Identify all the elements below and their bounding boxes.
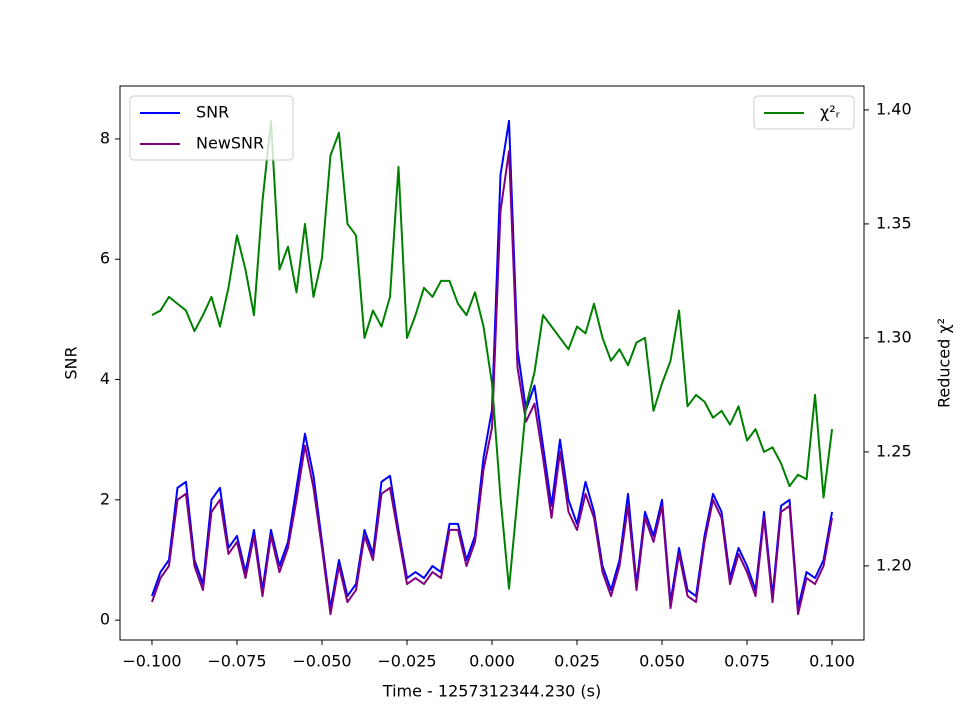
y-tick-label: 6	[100, 249, 110, 268]
plot-frame	[119, 85, 865, 641]
x-tick-label: 0.000	[469, 652, 515, 671]
x-tick-label: −0.025	[377, 652, 436, 671]
x-axis-label: Time - 1257312344.230 (s)	[382, 682, 601, 701]
x-tick-label: −0.050	[292, 652, 351, 671]
x-tick-label: 0.075	[724, 652, 770, 671]
y-tick-label: 2	[100, 489, 110, 508]
y2-tick-label: 1.30	[876, 327, 912, 346]
y-tick-label: 0	[100, 610, 110, 629]
x-tick-label: 0.025	[554, 652, 600, 671]
legend2-label: χ²ᵣ	[820, 103, 841, 122]
line	[151, 149, 834, 616]
x-tick-label: 0.100	[809, 652, 855, 671]
y2-tick-label: 1.40	[876, 99, 912, 118]
x-tick-label: 0.050	[639, 652, 685, 671]
legend-label: SNR	[196, 103, 229, 122]
line	[151, 120, 834, 590]
legend-label: NewSNR	[196, 134, 264, 153]
y2-tick-label: 1.35	[876, 213, 912, 232]
y-tick-label: 8	[100, 128, 110, 147]
y2-axis-label: Reduced χ²	[935, 318, 954, 408]
y-tick-label: 4	[100, 369, 110, 388]
x-tick-label: −0.075	[207, 652, 266, 671]
x-tick-label: −0.100	[122, 652, 181, 671]
y2-tick-label: 1.20	[876, 555, 912, 574]
y2-tick-label: 1.25	[876, 441, 912, 460]
y-axis-label: SNR	[62, 346, 81, 379]
